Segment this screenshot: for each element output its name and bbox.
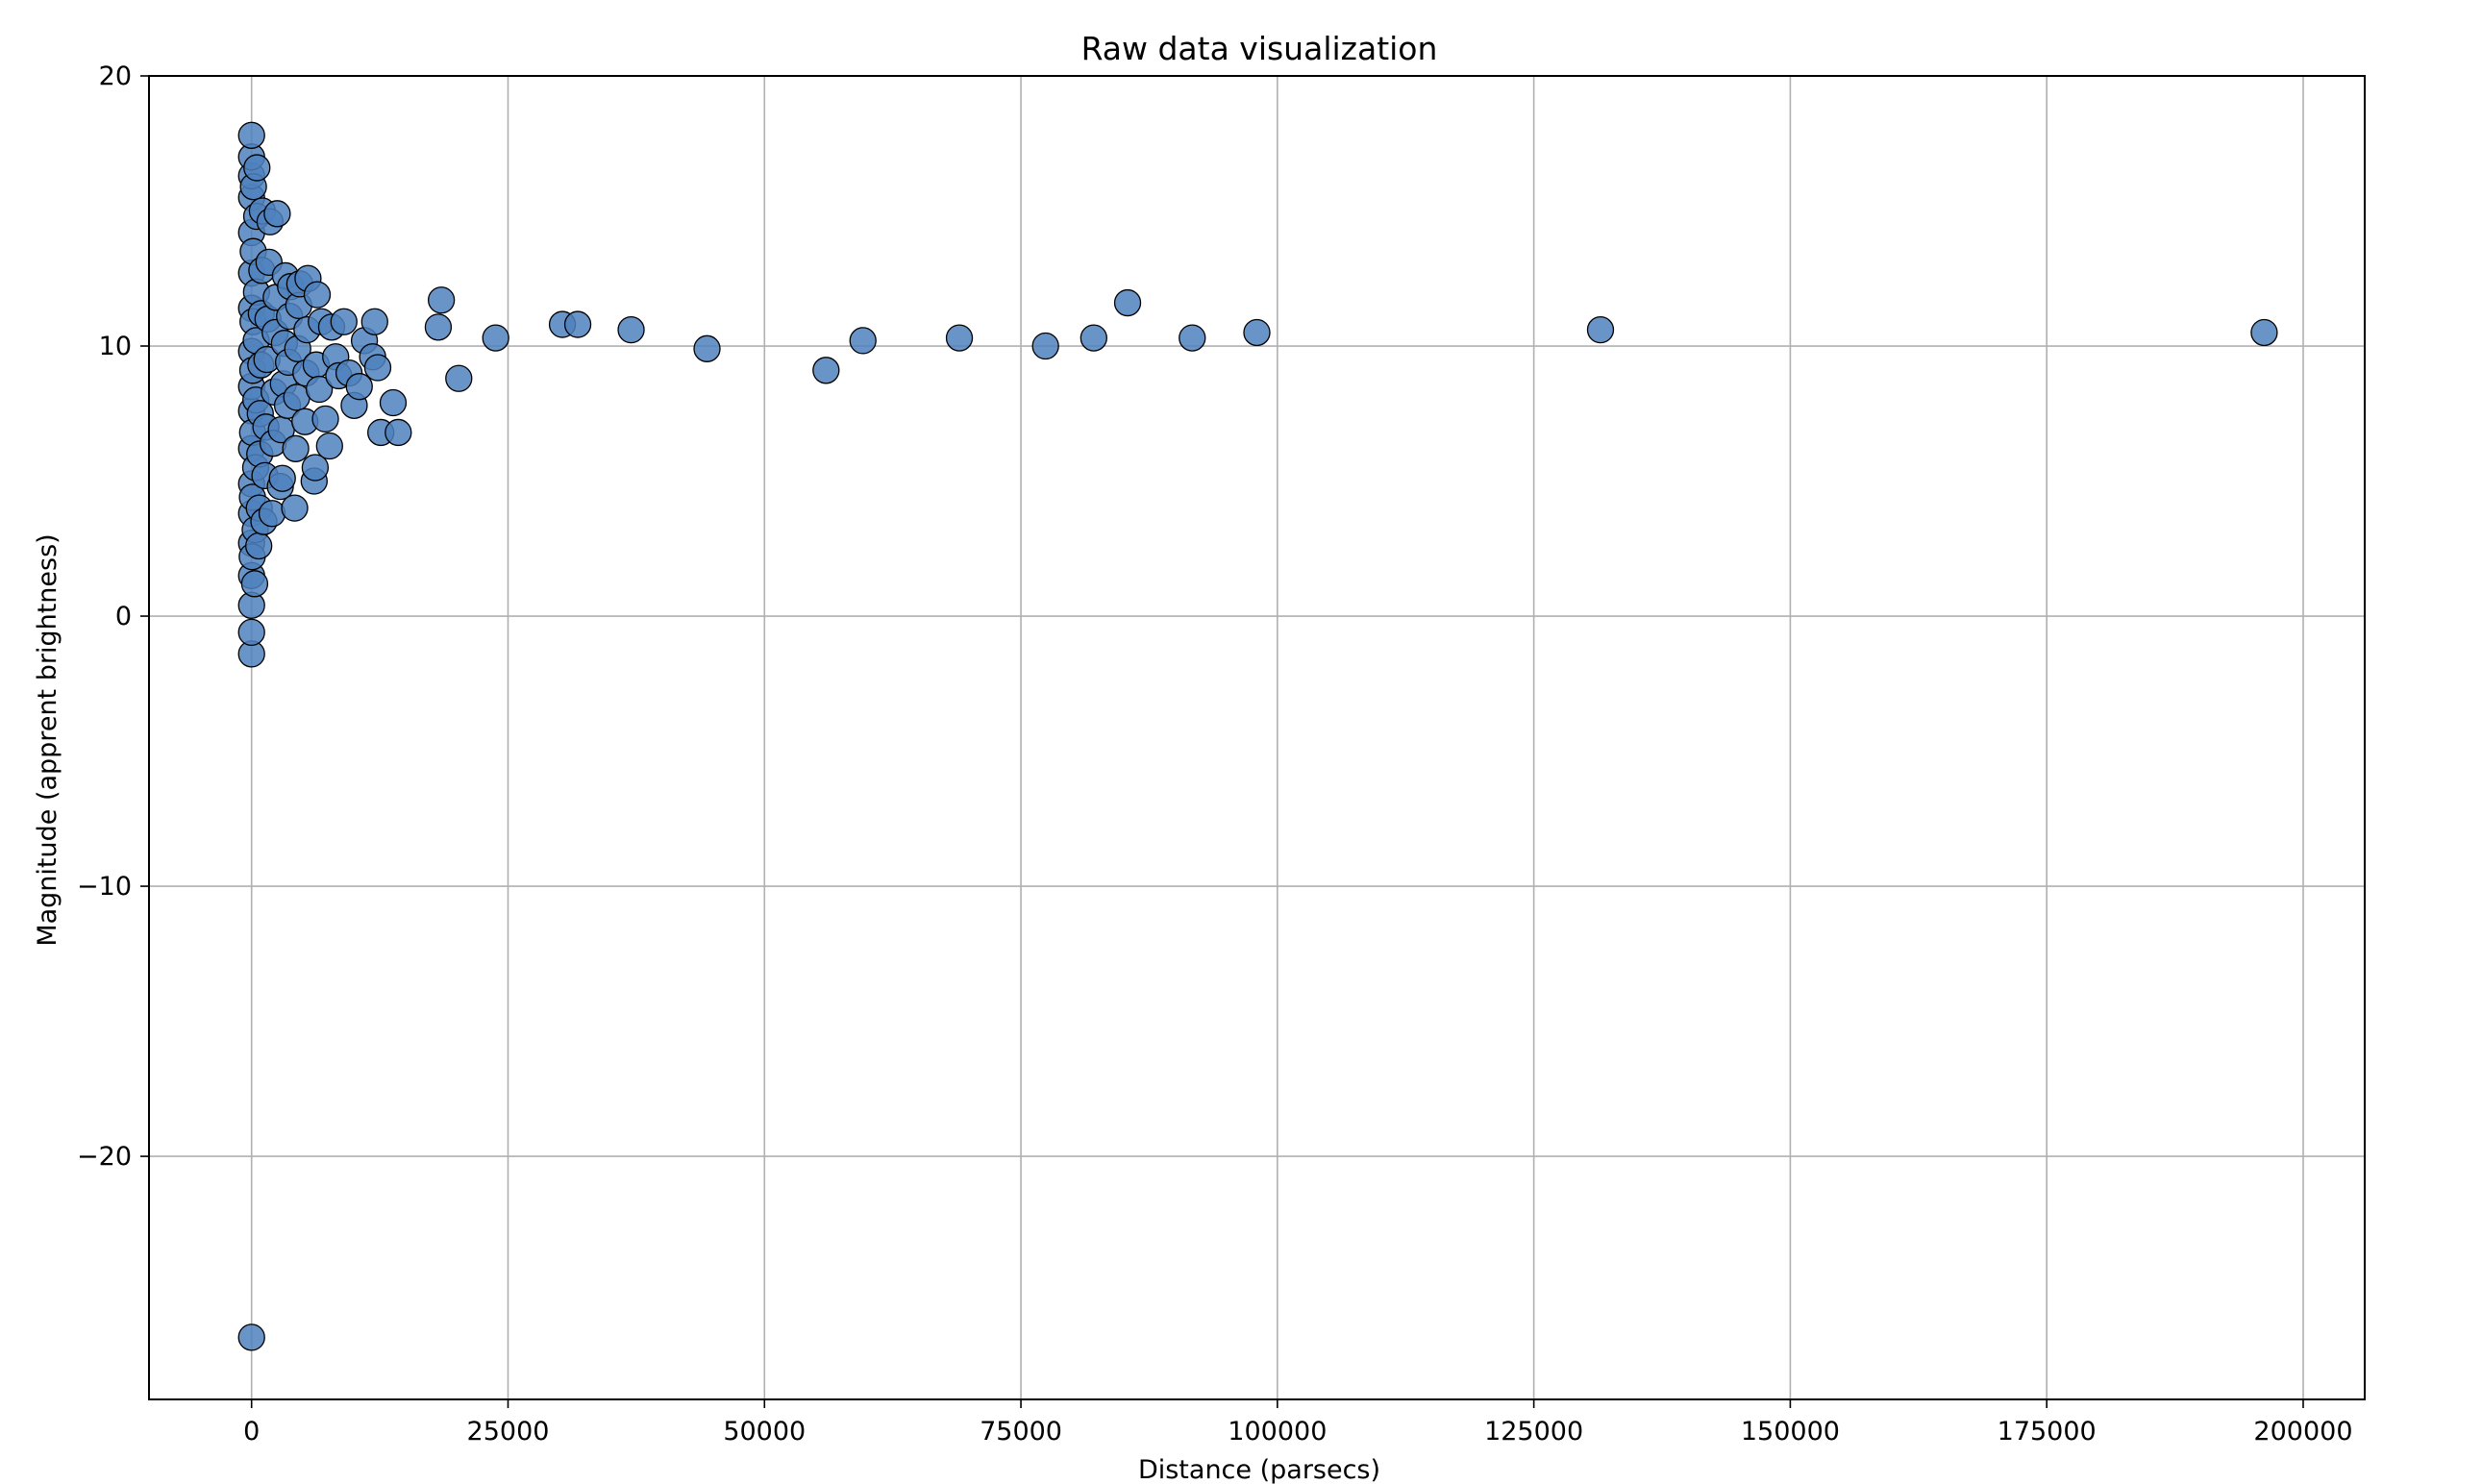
plot-frame xyxy=(148,75,2366,1400)
data-point xyxy=(945,324,974,352)
x-tick-label: 50000 xyxy=(723,1417,806,1447)
x-tick-label: 75000 xyxy=(980,1417,1062,1447)
data-point xyxy=(303,281,332,309)
data-points xyxy=(237,121,2278,1351)
y-tick-label: 20 xyxy=(99,62,132,91)
data-point xyxy=(849,327,877,355)
data-point xyxy=(281,494,309,522)
x-tick-label: 200000 xyxy=(2253,1417,2352,1447)
y-tick-label: 10 xyxy=(99,332,132,361)
data-point xyxy=(1080,324,1107,352)
x-tick-label: 25000 xyxy=(467,1417,550,1447)
data-point xyxy=(237,1323,265,1351)
data-point xyxy=(812,357,840,384)
data-point xyxy=(360,308,388,335)
data-point xyxy=(363,354,392,382)
data-point xyxy=(1113,288,1142,317)
x-tick-label: 0 xyxy=(243,1417,260,1447)
data-point xyxy=(482,324,509,352)
data-point xyxy=(301,454,330,482)
x-tick-label: 175000 xyxy=(1998,1417,2097,1447)
data-point xyxy=(2250,318,2278,347)
data-point xyxy=(445,364,473,392)
data-point xyxy=(424,313,453,341)
data-point xyxy=(330,308,358,335)
data-point xyxy=(345,373,373,401)
y-axis-label: Magnitude (apprent brightness) xyxy=(33,533,62,946)
data-point xyxy=(258,500,286,528)
data-point xyxy=(245,532,273,560)
data-point xyxy=(237,618,265,647)
data-point xyxy=(282,434,310,462)
data-point xyxy=(379,388,408,417)
chart-title: Raw data visualization xyxy=(1081,30,1438,67)
y-tick-label: 0 xyxy=(115,602,132,631)
data-point xyxy=(1243,318,1271,347)
data-point xyxy=(563,310,592,338)
y-tick-label: −20 xyxy=(77,1142,132,1172)
data-point xyxy=(693,334,721,362)
data-point xyxy=(237,121,265,149)
data-point xyxy=(268,464,296,492)
data-point xyxy=(385,418,412,447)
data-point xyxy=(1031,332,1059,360)
x-axis-label: Distance (parsecs) xyxy=(1138,1455,1380,1484)
data-point xyxy=(617,316,645,344)
data-point xyxy=(240,570,269,598)
data-point xyxy=(1586,316,1615,344)
data-point xyxy=(243,154,271,182)
data-point xyxy=(315,432,343,460)
x-tick-label: 100000 xyxy=(1228,1417,1327,1447)
data-point xyxy=(311,405,339,433)
data-point xyxy=(427,286,456,314)
data-point xyxy=(305,375,334,404)
x-axis-ticks: 0 25000 50000 75000 100000 125000 150000 175000… xyxy=(243,1399,2353,1447)
data-point xyxy=(263,200,291,228)
x-tick-label: 150000 xyxy=(1741,1417,1840,1447)
y-axis-ticks: −20 −10 0 10 20 xyxy=(77,62,149,1172)
x-tick-label: 125000 xyxy=(1484,1417,1583,1447)
data-point xyxy=(1179,324,1206,352)
y-tick-label: −10 xyxy=(77,872,132,902)
